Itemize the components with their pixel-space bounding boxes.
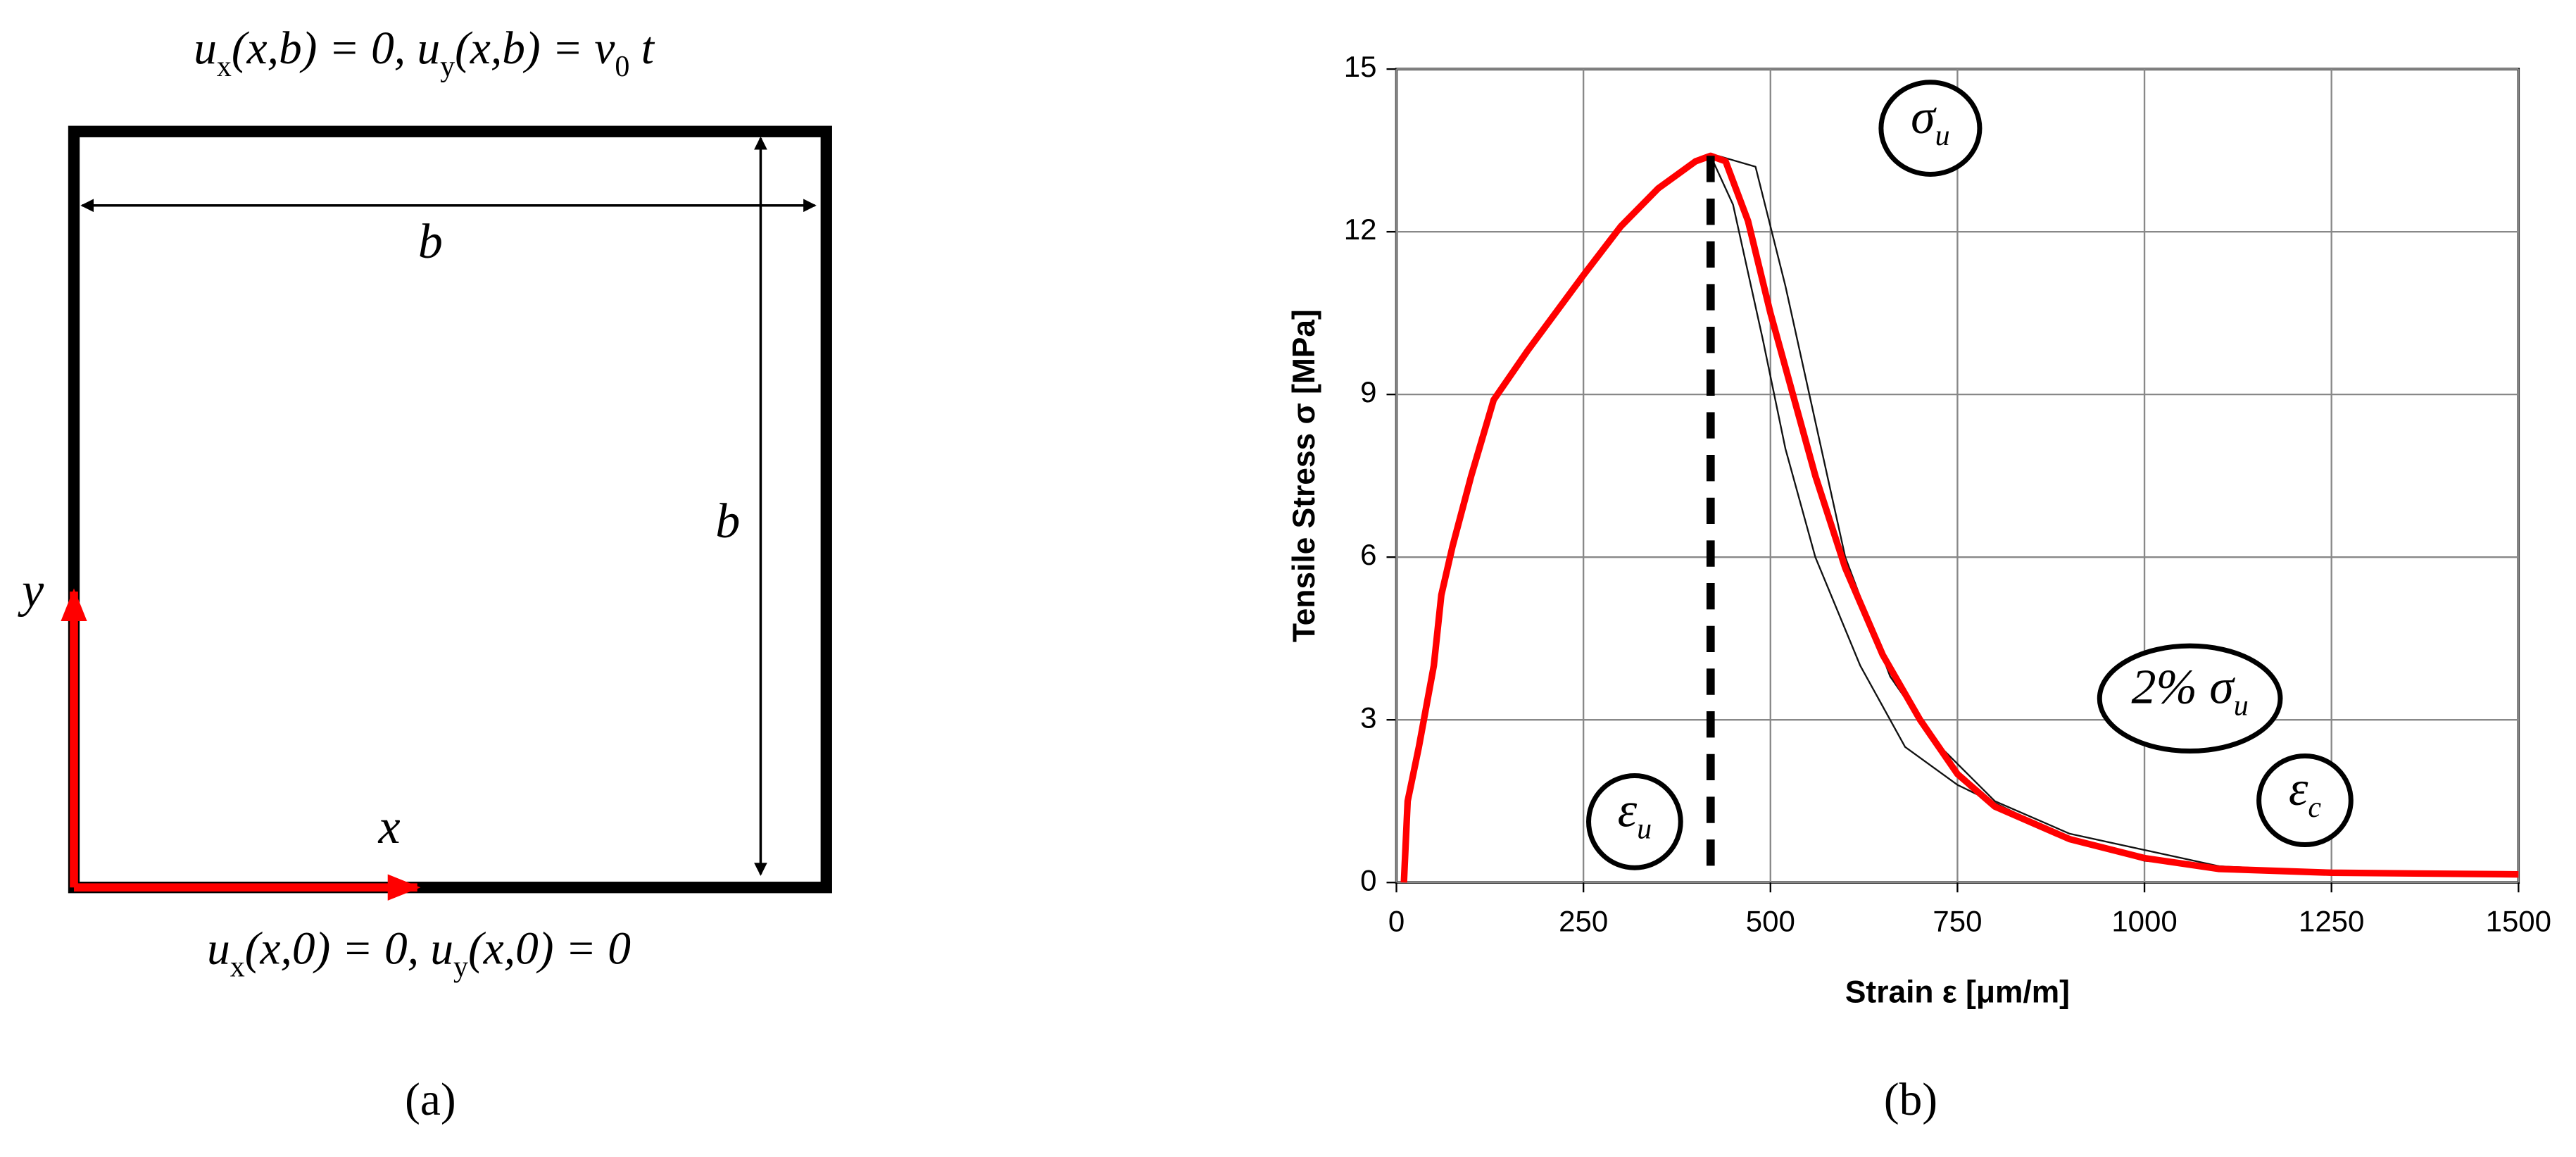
annotation-bubble: [1586, 773, 1683, 870]
annotation-bubble: [2097, 643, 2283, 754]
condition-part: t: [629, 23, 655, 74]
x-label: x: [378, 800, 401, 854]
y-tick-label: 12: [1344, 213, 1377, 246]
condition-part: x: [217, 50, 232, 82]
annotation-subscript: c: [2308, 792, 2321, 824]
annotation-symbol: ε: [1618, 784, 1638, 838]
condition-part: 0: [615, 50, 629, 82]
y-label: y: [18, 563, 44, 618]
y-tick-label: 0: [1360, 863, 1376, 896]
annotation: σu: [1911, 90, 1950, 152]
annotation: εc: [2289, 762, 2322, 824]
condition-part: x: [230, 951, 245, 983]
annotation-symbol: 2% σ: [2131, 661, 2235, 715]
annotation-bubble: [2256, 753, 2354, 848]
condition-part: u: [207, 924, 230, 975]
x-tick-label: 1500: [2486, 905, 2551, 938]
data-line: [1400, 152, 2519, 883]
y-tick-label: 9: [1360, 375, 1376, 408]
height-label: b: [715, 494, 740, 549]
condition-part: (x,0) = 0, u: [245, 924, 453, 975]
x-tick-label: 1250: [2299, 905, 2364, 938]
domain-box: [68, 125, 832, 894]
condition-part: (x,0) = 0: [468, 924, 631, 975]
annotation-symbol: ε: [2289, 762, 2308, 816]
condition-part: y: [453, 951, 468, 983]
condition-part: (x,b) = 0, u: [232, 23, 440, 74]
annotation: 2% σu: [2131, 661, 2248, 723]
y-tick-label: 3: [1360, 701, 1376, 734]
x-tick-label: 250: [1559, 905, 1608, 938]
condition-part: y: [440, 50, 455, 82]
x-tick-label: 1000: [2111, 905, 2177, 938]
width-label: b: [418, 215, 443, 269]
annotation-subscript: u: [1935, 119, 1950, 151]
x-tick-label: 0: [1388, 905, 1405, 938]
annotation-subscript: u: [2234, 689, 2249, 722]
y-tick-label: 6: [1360, 538, 1376, 571]
data-line: [1718, 155, 2332, 873]
annotation-subscript: u: [1637, 813, 1652, 845]
y-tick-label: 15: [1344, 50, 1377, 83]
annotation-bubble: [1878, 80, 1983, 177]
annotation-symbol: σ: [1911, 90, 1937, 144]
x-axis-title: Strain ε [μm/m]: [1845, 975, 2070, 1010]
x-tick-label: 500: [1746, 905, 1795, 938]
panel-label: (a): [405, 1075, 456, 1125]
x-tick-label: 750: [1933, 905, 1982, 938]
boundary-condition: ux(x,b) = 0, uy(x,b) = v0 t: [194, 23, 655, 83]
condition-part: u: [194, 23, 217, 74]
y-axis-title: Tensile Stress σ [MPa]: [1287, 309, 1321, 642]
condition-part: (x,b) = v: [455, 23, 615, 74]
boundary-condition: ux(x,0) = 0, uy(x,0) = 0: [207, 924, 631, 984]
annotation: εu: [1618, 784, 1652, 846]
panel-label: (b): [1884, 1075, 1937, 1125]
